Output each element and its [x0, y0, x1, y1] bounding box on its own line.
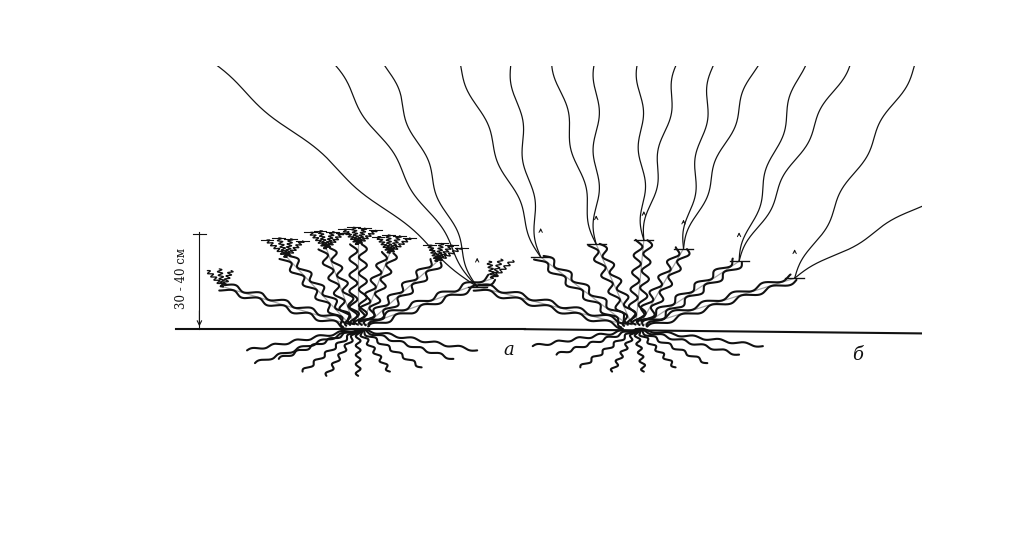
Text: a: a — [504, 342, 514, 359]
Text: б: б — [853, 345, 863, 364]
Text: 30 - 40 см: 30 - 40 см — [175, 248, 188, 309]
